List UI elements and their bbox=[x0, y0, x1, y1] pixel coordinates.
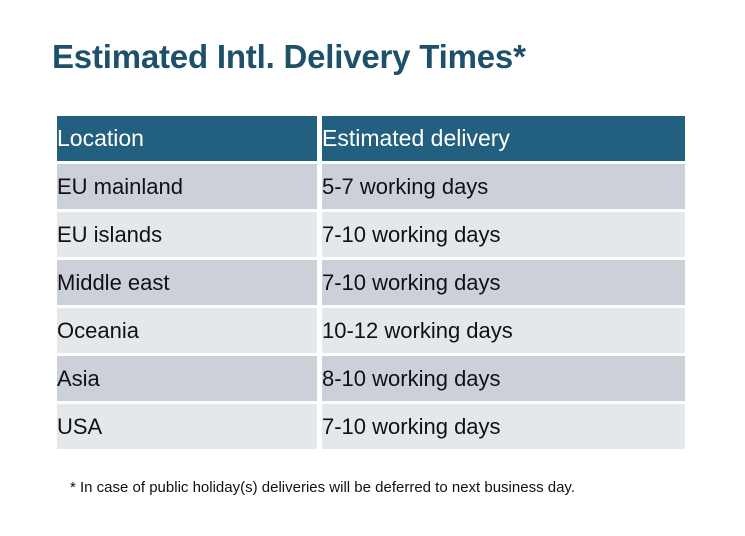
cell-location: Asia bbox=[57, 356, 317, 401]
cell-location: USA bbox=[57, 404, 317, 449]
cell-estimate: 5-7 working days bbox=[322, 164, 685, 209]
table-header: Location Estimated delivery bbox=[57, 116, 685, 161]
table-row: EU islands 7-10 working days bbox=[57, 212, 685, 257]
table-row: Asia 8-10 working days bbox=[57, 356, 685, 401]
footnote: * In case of public holiday(s) deliverie… bbox=[70, 479, 575, 496]
page-title: Estimated Intl. Delivery Times* bbox=[52, 38, 526, 75]
table-body: EU mainland 5-7 working days EU islands … bbox=[57, 164, 685, 449]
column-header-location: Location bbox=[57, 116, 317, 161]
cell-estimate: 7-10 working days bbox=[322, 212, 685, 257]
table-row: Middle east 7-10 working days bbox=[57, 260, 685, 305]
cell-location: Oceania bbox=[57, 308, 317, 353]
cell-estimate: 7-10 working days bbox=[322, 260, 685, 305]
table-row: EU mainland 5-7 working days bbox=[57, 164, 685, 209]
cell-estimate: 7-10 working days bbox=[322, 404, 685, 449]
cell-location: EU mainland bbox=[57, 164, 317, 209]
delivery-times-table: Location Estimated delivery EU mainland … bbox=[52, 113, 690, 452]
cell-estimate: 10-12 working days bbox=[322, 308, 685, 353]
cell-location: Middle east bbox=[57, 260, 317, 305]
cell-estimate: 8-10 working days bbox=[322, 356, 685, 401]
table-row: Oceania 10-12 working days bbox=[57, 308, 685, 353]
table-row: USA 7-10 working days bbox=[57, 404, 685, 449]
column-header-estimated-delivery: Estimated delivery bbox=[322, 116, 685, 161]
table-header-row: Location Estimated delivery bbox=[57, 116, 685, 161]
cell-location: EU islands bbox=[57, 212, 317, 257]
